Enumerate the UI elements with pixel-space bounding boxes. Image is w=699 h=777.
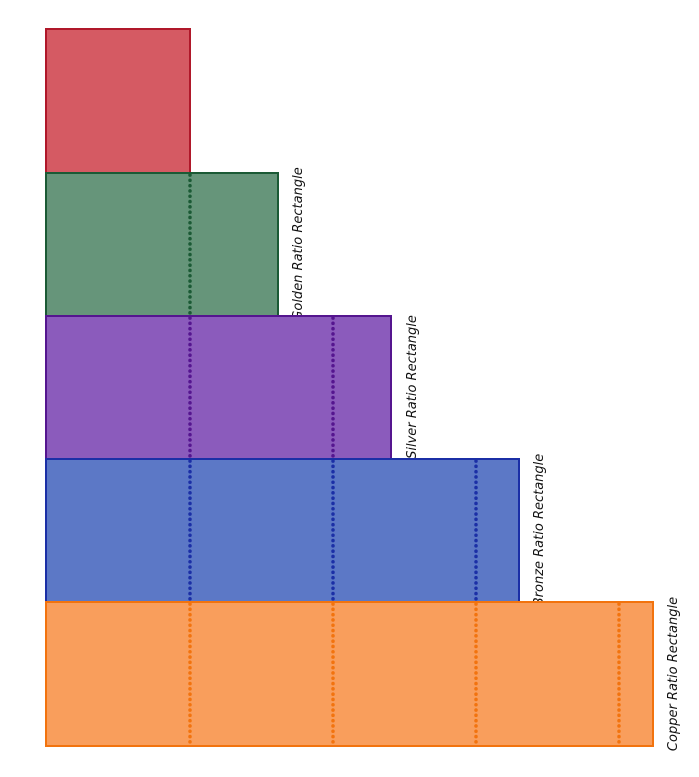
silver-ratio-label: Silver Ratio Rectangle <box>405 315 420 459</box>
copper-ratio-label: Copper Ratio Rectangle <box>666 597 681 751</box>
red-square <box>45 28 191 174</box>
bronze-ratio-label: Bronze Ratio Rectangle <box>532 454 547 607</box>
golden-ratio-rectangle <box>45 172 279 317</box>
silver-ratio-rectangle <box>45 315 392 460</box>
copper-ratio-rectangle <box>45 601 654 747</box>
golden-ratio-label: Golden Ratio Rectangle <box>291 167 306 320</box>
bronze-ratio-rectangle <box>45 458 520 603</box>
